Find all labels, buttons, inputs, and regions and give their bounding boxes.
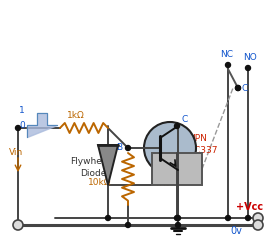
Text: NPN
BC337: NPN BC337 [188, 134, 218, 155]
Text: +Vcc: +Vcc [236, 202, 263, 212]
Circle shape [13, 220, 23, 230]
Text: 10kΩ: 10kΩ [88, 178, 111, 187]
Text: Relay: Relay [163, 164, 191, 174]
Circle shape [176, 216, 180, 220]
Circle shape [236, 86, 241, 90]
Text: Vin: Vin [9, 148, 23, 157]
Text: 0: 0 [19, 121, 25, 130]
Text: 1: 1 [19, 106, 25, 115]
Text: NC: NC [220, 50, 233, 59]
Circle shape [16, 125, 20, 131]
Circle shape [105, 216, 111, 220]
Circle shape [126, 222, 130, 228]
Circle shape [126, 146, 130, 150]
Text: E: E [181, 169, 187, 178]
Text: 0v: 0v [230, 226, 242, 236]
Polygon shape [27, 113, 57, 137]
Text: B: B [116, 143, 122, 152]
Text: C: C [241, 84, 247, 93]
Polygon shape [98, 145, 118, 185]
Text: Flywheel: Flywheel [70, 157, 110, 166]
Text: NO: NO [243, 53, 257, 62]
Bar [152, 153, 202, 185]
Text: 1kΩ: 1kΩ [67, 111, 85, 120]
Circle shape [225, 216, 230, 220]
Circle shape [174, 123, 180, 128]
Text: TR₁: TR₁ [154, 179, 169, 188]
Circle shape [253, 220, 263, 230]
Circle shape [225, 62, 230, 68]
Circle shape [253, 213, 263, 223]
Circle shape [144, 122, 196, 174]
Circle shape [245, 65, 251, 71]
Circle shape [176, 222, 180, 228]
Circle shape [236, 86, 241, 90]
Text: Diode: Diode [80, 169, 106, 178]
Circle shape [174, 216, 180, 220]
Text: C: C [181, 115, 187, 124]
Circle shape [245, 216, 251, 220]
